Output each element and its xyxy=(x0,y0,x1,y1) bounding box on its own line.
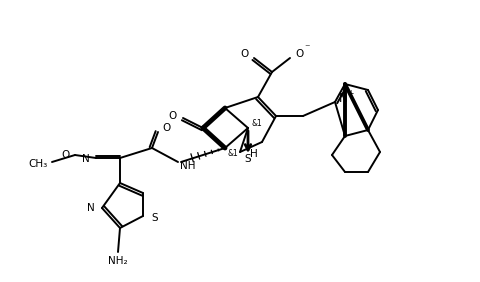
Text: O: O xyxy=(61,150,70,160)
Text: H: H xyxy=(250,149,257,159)
Text: N: N xyxy=(82,154,90,164)
Text: S: S xyxy=(243,154,250,164)
Text: NH₂: NH₂ xyxy=(108,256,128,266)
Text: NH: NH xyxy=(180,161,195,171)
Text: O: O xyxy=(294,49,302,59)
Text: &1: &1 xyxy=(252,118,262,127)
Text: +: + xyxy=(346,89,353,98)
Text: N: N xyxy=(87,203,95,213)
Text: O: O xyxy=(168,111,177,121)
Text: N: N xyxy=(338,92,347,105)
Text: O: O xyxy=(240,49,249,59)
Text: &1: &1 xyxy=(228,149,238,158)
Text: ⁻: ⁻ xyxy=(303,43,309,53)
Text: S: S xyxy=(151,213,157,223)
Text: CH₃: CH₃ xyxy=(29,159,48,169)
Text: O: O xyxy=(162,123,170,133)
